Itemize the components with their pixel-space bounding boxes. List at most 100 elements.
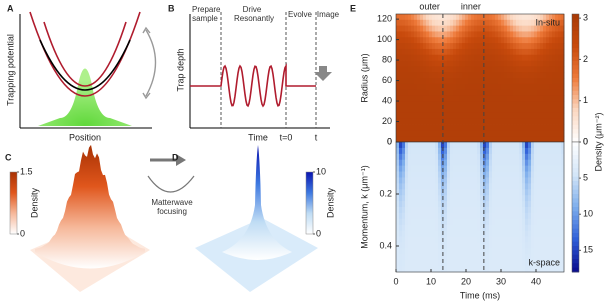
heatmap-cell xyxy=(546,147,550,155)
colorbar-cell xyxy=(572,150,579,156)
colorbar-tick-label: 2 xyxy=(583,54,588,64)
heatmap-cell xyxy=(546,248,550,255)
heatmap-cell xyxy=(474,19,478,27)
heatmap-cell xyxy=(507,189,511,196)
heatmap-cell xyxy=(510,147,514,155)
heatmap-cell xyxy=(498,236,502,243)
heatmap-cell xyxy=(519,248,523,255)
heatmap-cell xyxy=(507,195,511,202)
heatmap-cell xyxy=(405,95,409,102)
panel-b xyxy=(189,12,332,129)
colorbar-cell xyxy=(572,176,579,182)
heatmap-cell xyxy=(432,43,436,50)
heatmap-cell xyxy=(516,118,520,125)
heatmap-cell xyxy=(501,142,505,149)
heatmap-cell xyxy=(510,266,514,273)
heatmap-cell xyxy=(531,165,535,172)
colorbar-cell xyxy=(572,185,579,191)
heatmap-cell xyxy=(531,242,535,249)
heatmap-cell xyxy=(492,136,496,143)
heatmap-cell xyxy=(540,254,544,261)
colorbar-cell xyxy=(572,220,579,225)
heatmap-cell xyxy=(471,171,475,178)
heatmap-cell xyxy=(444,207,448,214)
heatmap-cell xyxy=(396,124,400,131)
heatmap-cell xyxy=(432,89,436,96)
heatmap-cell xyxy=(405,72,409,79)
y-tick-label: 80 xyxy=(382,54,392,64)
heatmap-cell xyxy=(477,83,481,91)
heatmap-cell xyxy=(501,189,505,196)
heatmap-cell xyxy=(447,83,451,91)
heatmap-cell xyxy=(543,260,547,267)
heatmap-cell xyxy=(561,19,565,27)
heatmap-cell xyxy=(492,207,496,214)
colorbar-cell xyxy=(572,246,579,251)
heatmap-cell xyxy=(519,159,523,167)
heatmap-cell xyxy=(516,48,520,56)
heatmap-cell xyxy=(510,37,514,44)
heatmap-cell xyxy=(513,171,517,178)
heatmap-cell xyxy=(543,177,547,184)
heatmap-cell xyxy=(471,224,475,232)
heatmap-cell xyxy=(408,224,412,232)
heatmap-cell xyxy=(513,159,517,167)
heatmap-cell xyxy=(450,107,454,114)
heatmap-cell xyxy=(450,183,454,190)
heatmap-cell xyxy=(429,48,433,56)
heatmap-cell xyxy=(555,147,559,155)
heatmap-cell xyxy=(498,89,502,96)
heatmap-cell xyxy=(486,19,490,27)
heatmap-cell xyxy=(414,183,418,190)
heatmap-cell xyxy=(495,260,499,267)
heatmap-cell xyxy=(552,171,556,178)
heatmap-cell xyxy=(456,89,460,96)
heatmap-cell xyxy=(405,136,409,143)
heatmap-cell xyxy=(429,118,433,125)
heatmap-cell xyxy=(429,19,433,27)
x-tick-label: 30 xyxy=(496,276,506,286)
heatmap-cell xyxy=(540,83,544,91)
heatmap-cell xyxy=(525,254,529,261)
heatmap-cell xyxy=(540,177,544,184)
heatmap-cell xyxy=(414,142,418,149)
heatmap-cell xyxy=(444,78,448,85)
heatmap-cell xyxy=(438,124,442,131)
heatmap-cell xyxy=(549,60,553,67)
heatmap-cell xyxy=(486,218,490,226)
heatmap-cell xyxy=(408,14,412,21)
heatmap-cell xyxy=(552,153,556,161)
heatmap-cell xyxy=(543,78,547,85)
heatmap-cell xyxy=(540,189,544,196)
heatmap-cell xyxy=(474,159,478,167)
heatmap-cell xyxy=(495,89,499,96)
heatmap-cell xyxy=(561,230,565,237)
heatmap-cell xyxy=(411,118,415,125)
heatmap-cell xyxy=(492,25,496,32)
heatmap-cell xyxy=(453,230,457,237)
heatmap-cell xyxy=(450,242,454,249)
heatmap-cell xyxy=(429,218,433,226)
heatmap-cell xyxy=(477,25,481,32)
heatmap-cell xyxy=(459,142,463,149)
heatmap-cell xyxy=(450,48,454,56)
colorbar-cell xyxy=(572,168,579,173)
heatmap-cell xyxy=(489,43,493,50)
heatmap-cell xyxy=(450,136,454,143)
heatmap-cell xyxy=(486,153,490,161)
heatmap-cell xyxy=(480,60,484,67)
heatmap-cell xyxy=(552,72,556,79)
heatmap-cell xyxy=(474,48,478,56)
heatmap-cell xyxy=(516,89,520,96)
heatmap-cell xyxy=(402,254,406,261)
heatmap-cell xyxy=(546,230,550,237)
heatmap-cell xyxy=(519,189,523,196)
heatmap-cell xyxy=(555,72,559,79)
heatmap-cell xyxy=(447,212,451,220)
heatmap-cell xyxy=(534,224,538,232)
heatmap-cell xyxy=(408,189,412,196)
heatmap-cell xyxy=(558,171,562,178)
heatmap-cell xyxy=(402,260,406,267)
heatmap-cell xyxy=(531,142,535,149)
heatmap-cell xyxy=(402,37,406,44)
